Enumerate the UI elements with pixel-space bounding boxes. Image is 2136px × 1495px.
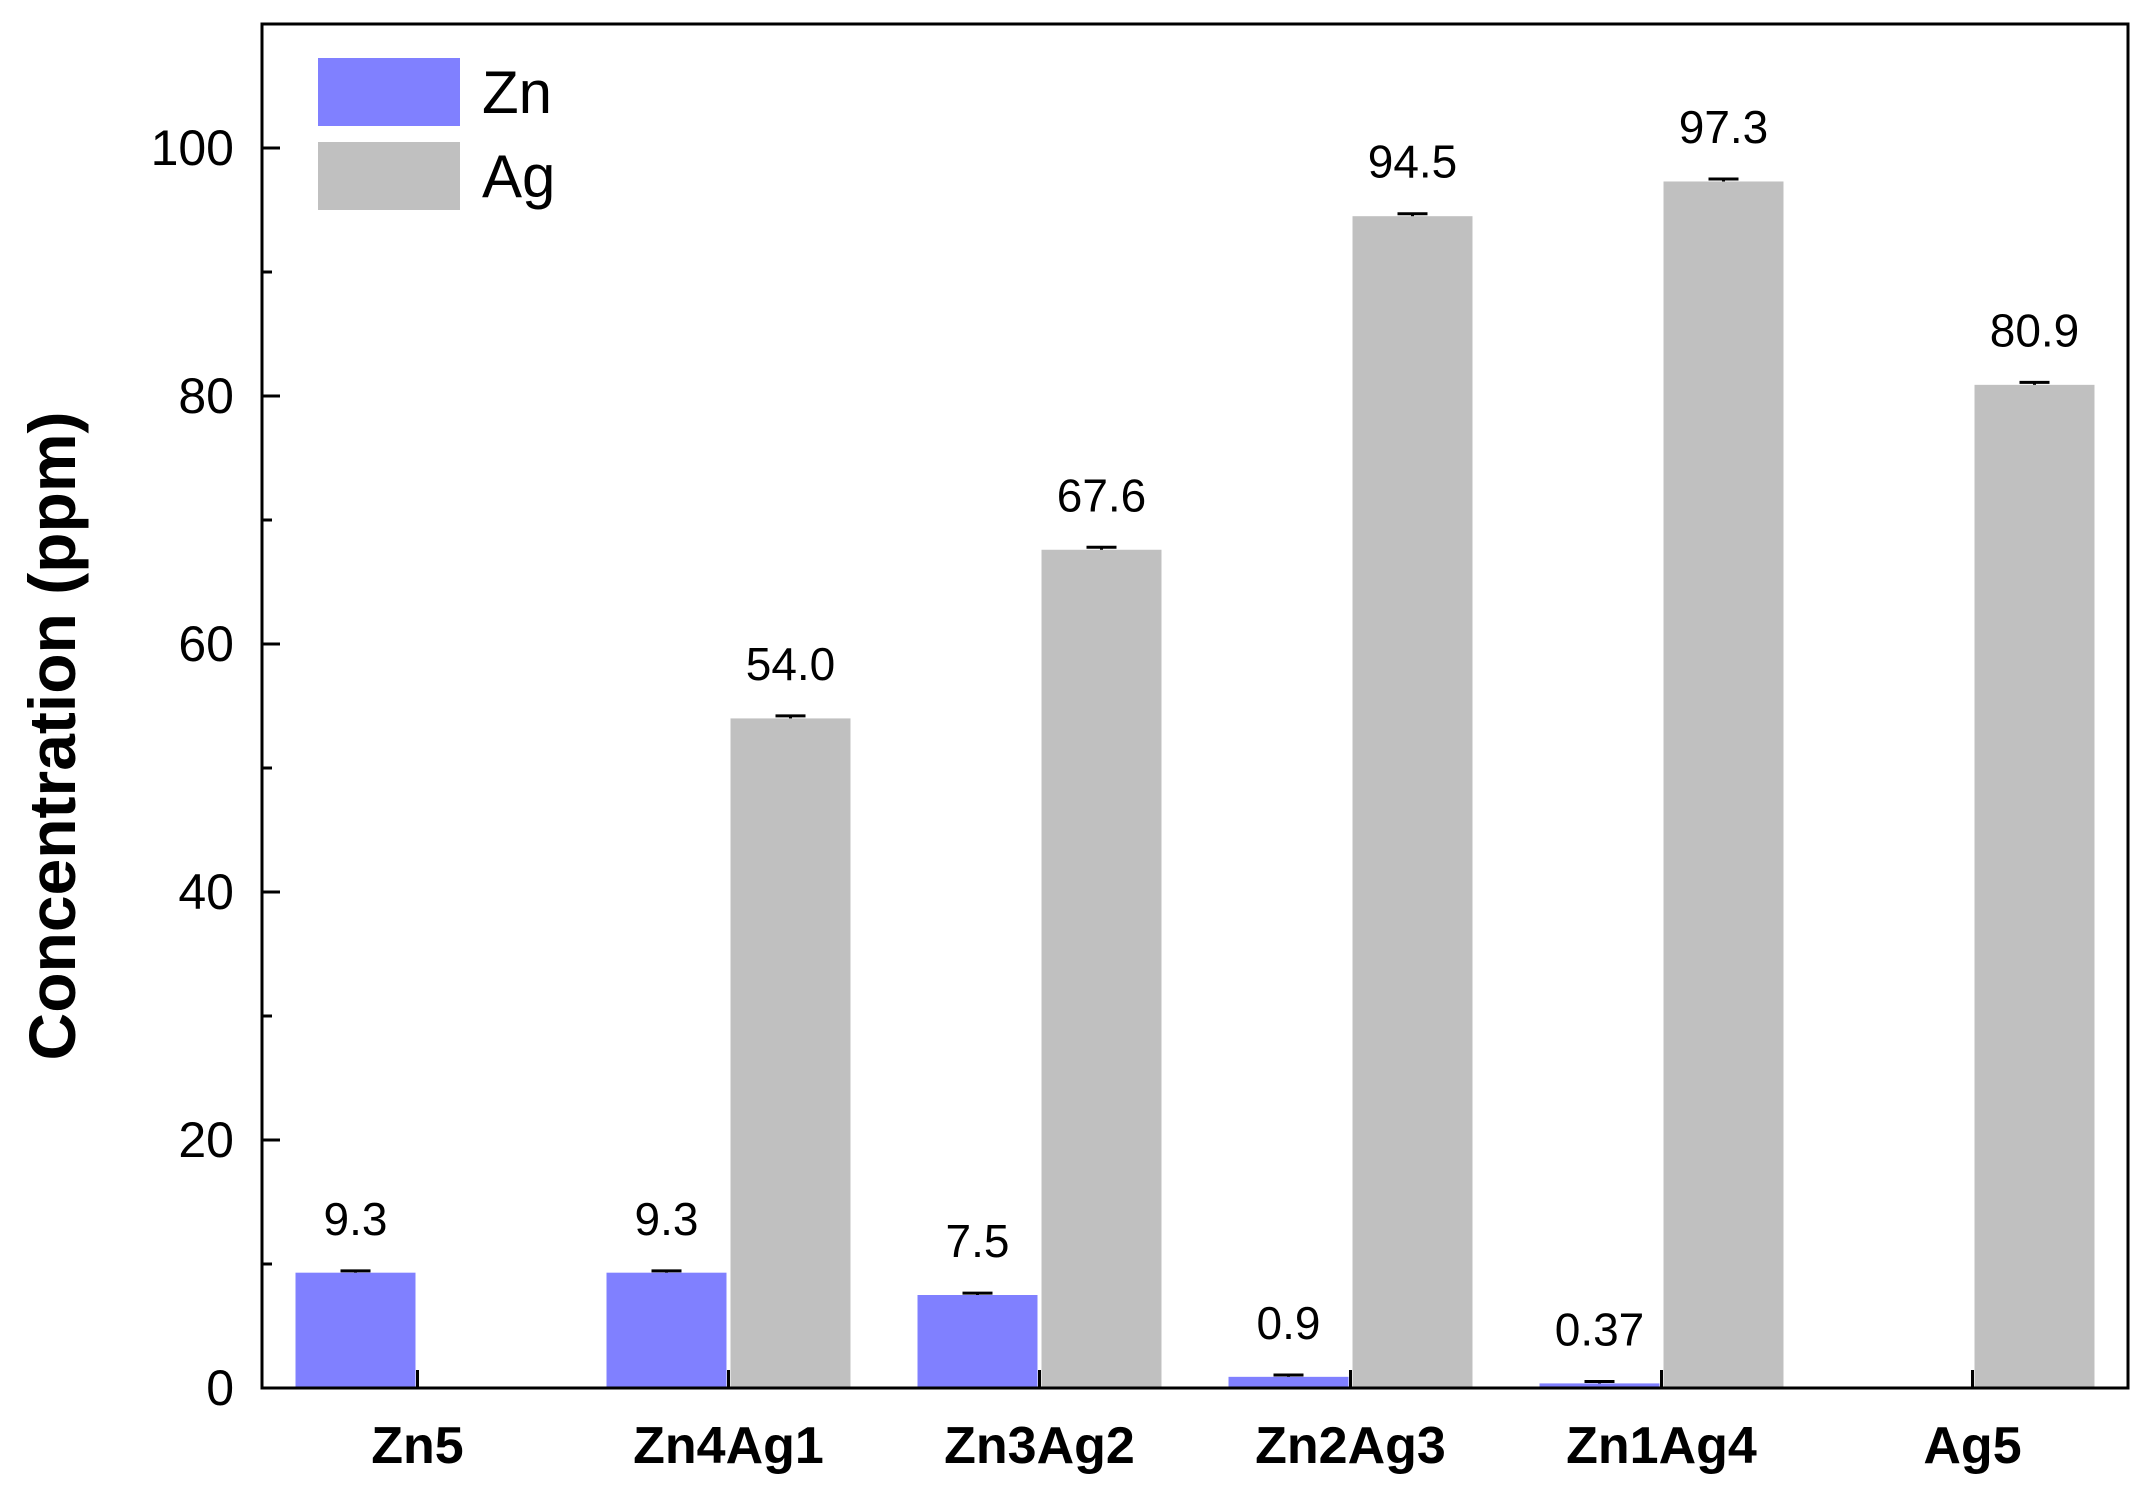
- data-label: 0.9: [1257, 1297, 1321, 1349]
- y-axis-label: Concentration (ppm): [15, 412, 89, 1061]
- x-tick-label: Zn5: [371, 1417, 463, 1475]
- plot-frame: [260, 22, 2130, 1390]
- x-tick-label: Zn3Ag2: [944, 1417, 1135, 1475]
- x-axis: Zn5 Zn4Ag1 Zn3Ag2 Zn2Ag3 Zn1Ag4 Ag5: [371, 1370, 2022, 1475]
- data-label: 97.3: [1679, 101, 1769, 153]
- data-label: 94.5: [1368, 136, 1458, 188]
- y-tick-label: 20: [178, 1112, 234, 1168]
- bar-ag-zn4ag1: [730, 718, 851, 1388]
- bars-layer: [295, 181, 2095, 1389]
- y-tick-label: 100: [151, 120, 234, 176]
- error-bars-layer: [340, 177, 2050, 1384]
- legend-label-ag: Ag: [482, 143, 555, 210]
- y-tick-label: 40: [178, 864, 234, 920]
- bar-ag-zn2ag3: [1352, 216, 1473, 1389]
- bar-zn-zn5: [295, 1272, 416, 1388]
- bar-ag-ag5: [1974, 384, 2095, 1389]
- y-tick-label: 60: [178, 616, 234, 672]
- legend-swatch-zn: [318, 58, 460, 126]
- y-axis: 0 20 40 60 80 100: [151, 120, 280, 1416]
- data-label: 54.0: [746, 638, 836, 690]
- data-label: 9.3: [324, 1193, 388, 1245]
- data-label: 80.9: [1990, 304, 2080, 356]
- bar-zn-zn4ag1: [606, 1272, 727, 1388]
- y-tick-label: 80: [178, 368, 234, 424]
- bar-zn-zn2ag3: [1228, 1376, 1349, 1388]
- bar-zn-zn3ag2: [917, 1295, 1038, 1388]
- data-label: 0.37: [1555, 1304, 1645, 1356]
- y-tick-label: 0: [206, 1360, 234, 1416]
- data-label: 7.5: [946, 1215, 1010, 1267]
- x-tick-label: Zn1Ag4: [1566, 1417, 1757, 1475]
- x-tick-label: Ag5: [1923, 1417, 2021, 1475]
- legend-label-zn: Zn: [482, 59, 552, 126]
- data-labels-layer: 9.3 9.3 54.0 7.5 67.6 0.9 94.5 0.37 97.3 80.9: [324, 101, 2080, 1356]
- bar-ag-zn3ag2: [1041, 549, 1162, 1388]
- legend-swatch-ag: [318, 142, 460, 210]
- data-label: 9.3: [635, 1193, 699, 1245]
- x-tick-label: Zn4Ag1: [633, 1417, 824, 1475]
- data-label: 67.6: [1057, 469, 1147, 521]
- x-tick-label: Zn2Ag3: [1255, 1417, 1446, 1475]
- bar-ag-zn1ag4: [1663, 181, 1784, 1389]
- bar-zn-zn1ag4: [1539, 1383, 1660, 1388]
- legend: Zn Ag: [318, 58, 555, 210]
